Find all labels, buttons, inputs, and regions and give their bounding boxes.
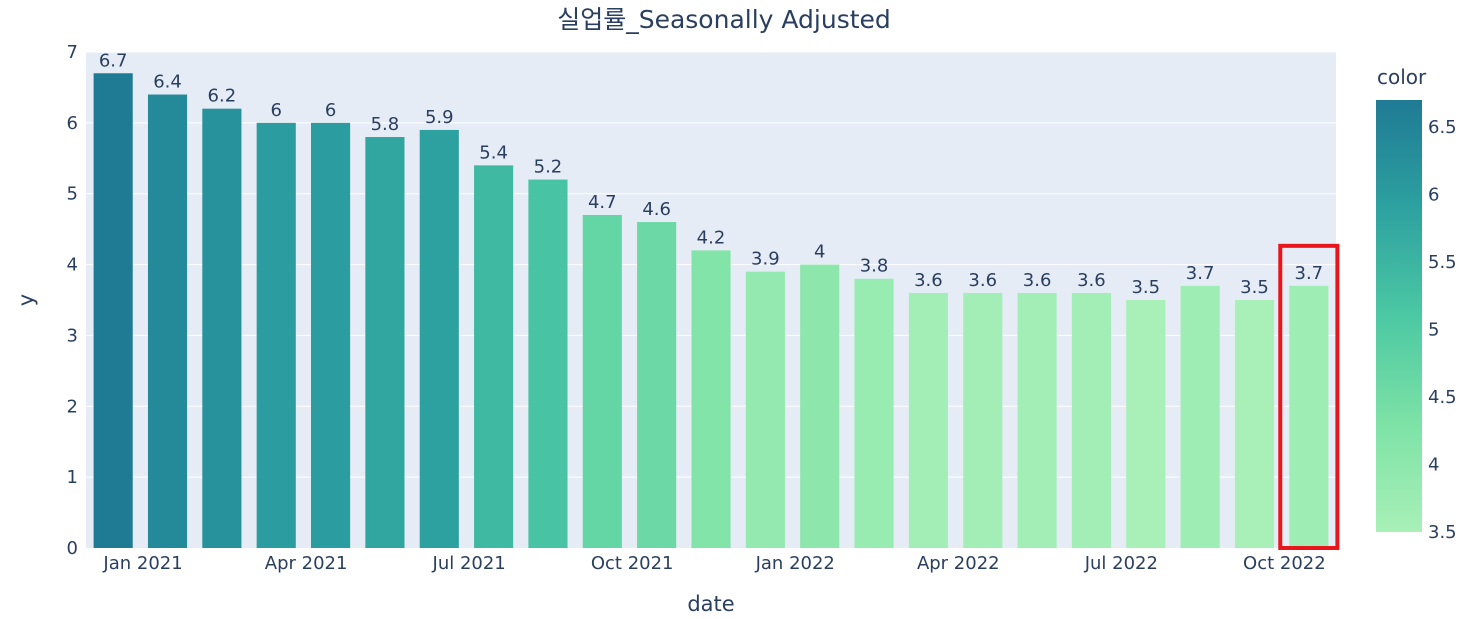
x-tick-label: Jan 2021: [102, 553, 182, 574]
y-tick-label: 0: [67, 538, 78, 559]
y-tick-label: 7: [67, 42, 78, 63]
bar[interactable]: [800, 264, 840, 548]
bar[interactable]: [365, 137, 405, 548]
bar[interactable]: [311, 122, 351, 548]
colorbar-tick-label: 5: [1428, 320, 1439, 341]
y-tick-label: 2: [67, 396, 78, 417]
bar-value-label: 3.9: [751, 249, 780, 270]
bar-value-label: 6.4: [153, 72, 182, 93]
bar-value-label: 6: [325, 100, 336, 121]
colorbar-tick-label: 5.5: [1428, 252, 1457, 273]
bar[interactable]: [745, 271, 785, 548]
bar-value-label: 3.6: [1023, 270, 1052, 291]
bar-value-label: 3.5: [1240, 277, 1269, 298]
bar-value-label: 5.4: [479, 142, 508, 163]
x-tick-label: Jul 2021: [432, 553, 506, 574]
y-axis-label: y: [14, 294, 38, 306]
bars: [93, 73, 1329, 549]
bar-value-label: 3.7: [1186, 263, 1215, 284]
bar[interactable]: [474, 165, 514, 548]
chart-title: 실업률_Seasonally Adjusted: [557, 5, 891, 34]
bar[interactable]: [528, 179, 568, 549]
y-tick-label: 3: [67, 325, 78, 346]
x-tick-label: Apr 2021: [265, 553, 348, 574]
colorbar-ticks: 3.5 4 4.5 5 5.5 6 6.5: [1428, 117, 1457, 543]
bar[interactable]: [963, 292, 1003, 548]
bar-value-label: 4.6: [642, 199, 671, 220]
colorbar-tick-label: 6: [1428, 185, 1439, 206]
bar[interactable]: [1289, 285, 1329, 548]
bar-value-label: 3.6: [1077, 270, 1106, 291]
bar-value-label: 4: [814, 242, 825, 263]
bar-value-label: 3.5: [1131, 277, 1160, 298]
colorbar-tick-label: 4.5: [1428, 387, 1457, 408]
highlight-box: [1278, 243, 1340, 550]
y-axis-ticks: 0 1 2 3 4 5 6 7: [67, 42, 78, 559]
bar[interactable]: [1017, 292, 1057, 548]
x-tick-label: Jan 2022: [755, 553, 835, 574]
bar[interactable]: [1126, 300, 1166, 548]
bar[interactable]: [202, 108, 242, 548]
bar-value-label: 4.2: [697, 227, 726, 248]
bar[interactable]: [908, 292, 948, 548]
bar-value-label: 6.7: [99, 50, 128, 71]
bar[interactable]: [637, 222, 677, 549]
bar[interactable]: [1071, 292, 1111, 548]
bar-value-label: 5.9: [425, 107, 454, 128]
bar[interactable]: [147, 94, 188, 548]
bar[interactable]: [1234, 300, 1275, 548]
bar[interactable]: [93, 73, 133, 548]
colorbar-title: color: [1377, 65, 1427, 89]
colorbar-tick-label: 3.5: [1428, 522, 1457, 543]
bar[interactable]: [582, 214, 622, 548]
bar-value-label: 6: [270, 100, 281, 121]
bar-value-label: 4.7: [588, 192, 617, 213]
bar[interactable]: [256, 122, 296, 548]
bar-value-label: 3.6: [914, 270, 943, 291]
y-tick-label: 1: [67, 467, 78, 488]
y-tick-label: 6: [67, 113, 78, 134]
colorbar-tick-label: 6.5: [1428, 117, 1457, 138]
x-tick-label: Oct 2021: [591, 553, 674, 574]
colorbar: [1376, 100, 1422, 532]
bar[interactable]: [1180, 285, 1220, 548]
x-tick-label: Apr 2022: [917, 553, 1000, 574]
bar[interactable]: [854, 278, 894, 548]
bar-value-label: 3.6: [968, 270, 997, 291]
bar[interactable]: [419, 129, 459, 548]
x-tick-label: Jul 2022: [1084, 553, 1158, 574]
bar-value-label: 5.2: [534, 157, 563, 178]
x-tick-label: Oct 2022: [1243, 553, 1326, 574]
bar-value-label: 3.7: [1295, 263, 1324, 284]
y-tick-label: 5: [67, 184, 78, 205]
bar-value-label: 5.8: [371, 114, 400, 135]
colorbar-tick-label: 4: [1428, 455, 1439, 476]
bar-value-label: 6.2: [208, 86, 237, 107]
bar[interactable]: [691, 250, 731, 548]
x-axis-ticks: Jan 2021 Apr 2021 Jul 2021 Oct 2021 Jan 2022…: [102, 553, 1325, 574]
bar-value-label: 3.8: [860, 256, 889, 277]
bar-value-labels: 6.7 6.4 6.2 6 6 5.8 5.9 5.4 5.2 4.7 4.6 4.2 3.9 4 3.8 3…: [99, 50, 1323, 298]
y-tick-label: 4: [67, 255, 78, 276]
x-axis-label: date: [687, 592, 734, 616]
